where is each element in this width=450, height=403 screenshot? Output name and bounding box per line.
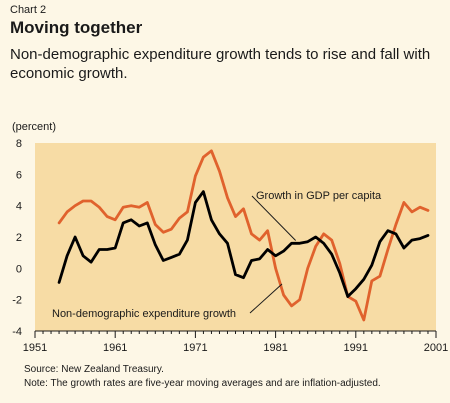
y-axis-label: (percent): [12, 121, 56, 133]
gdp-series-label: Growth in GDP per capita: [256, 190, 382, 202]
gdp-label-leader: [251, 195, 297, 241]
y-tick-label: -2: [12, 295, 22, 307]
chart-subtitle: Non-demographic expenditure growth tends…: [10, 46, 431, 82]
y-axis: -4 -2 0 2 4 6 8: [12, 138, 22, 338]
footnote: Note: The growth rates are five-year mov…: [24, 378, 381, 389]
x-tick-label: 1991: [344, 342, 368, 354]
annotation-layer: Growth in GDP per capita Non-demographic …: [52, 190, 382, 320]
x-tick-label: 2001: [424, 342, 448, 354]
source-note: Source: New Zealand Treasury.: [24, 364, 164, 375]
y-tick-label: 2: [16, 232, 22, 244]
y-tick-label: -4: [12, 326, 22, 338]
y-tick-label: 8: [16, 138, 22, 150]
x-tick-label: 1971: [183, 342, 207, 354]
chart-title: Moving together: [10, 18, 143, 37]
x-tick-label: 1961: [103, 342, 127, 354]
x-axis: 1951 1961 1971 1981 1991 2001: [23, 330, 448, 354]
y-tick-label: 6: [16, 169, 22, 181]
x-tick-label: 1951: [23, 342, 47, 354]
series-layer: [57, 149, 430, 322]
expenditure-series-label: Non-demographic expenditure growth: [52, 308, 236, 320]
plot-area: [35, 143, 436, 331]
chart-number-label: Chart 2: [10, 4, 47, 16]
expenditure-growth-line: [57, 149, 430, 322]
y-tick-label: 4: [16, 201, 22, 213]
expenditure-label-leader: [249, 283, 283, 314]
gdp-growth-line: [57, 190, 430, 298]
x-tick-label: 1981: [263, 342, 287, 354]
y-tick-label: 0: [16, 263, 22, 275]
